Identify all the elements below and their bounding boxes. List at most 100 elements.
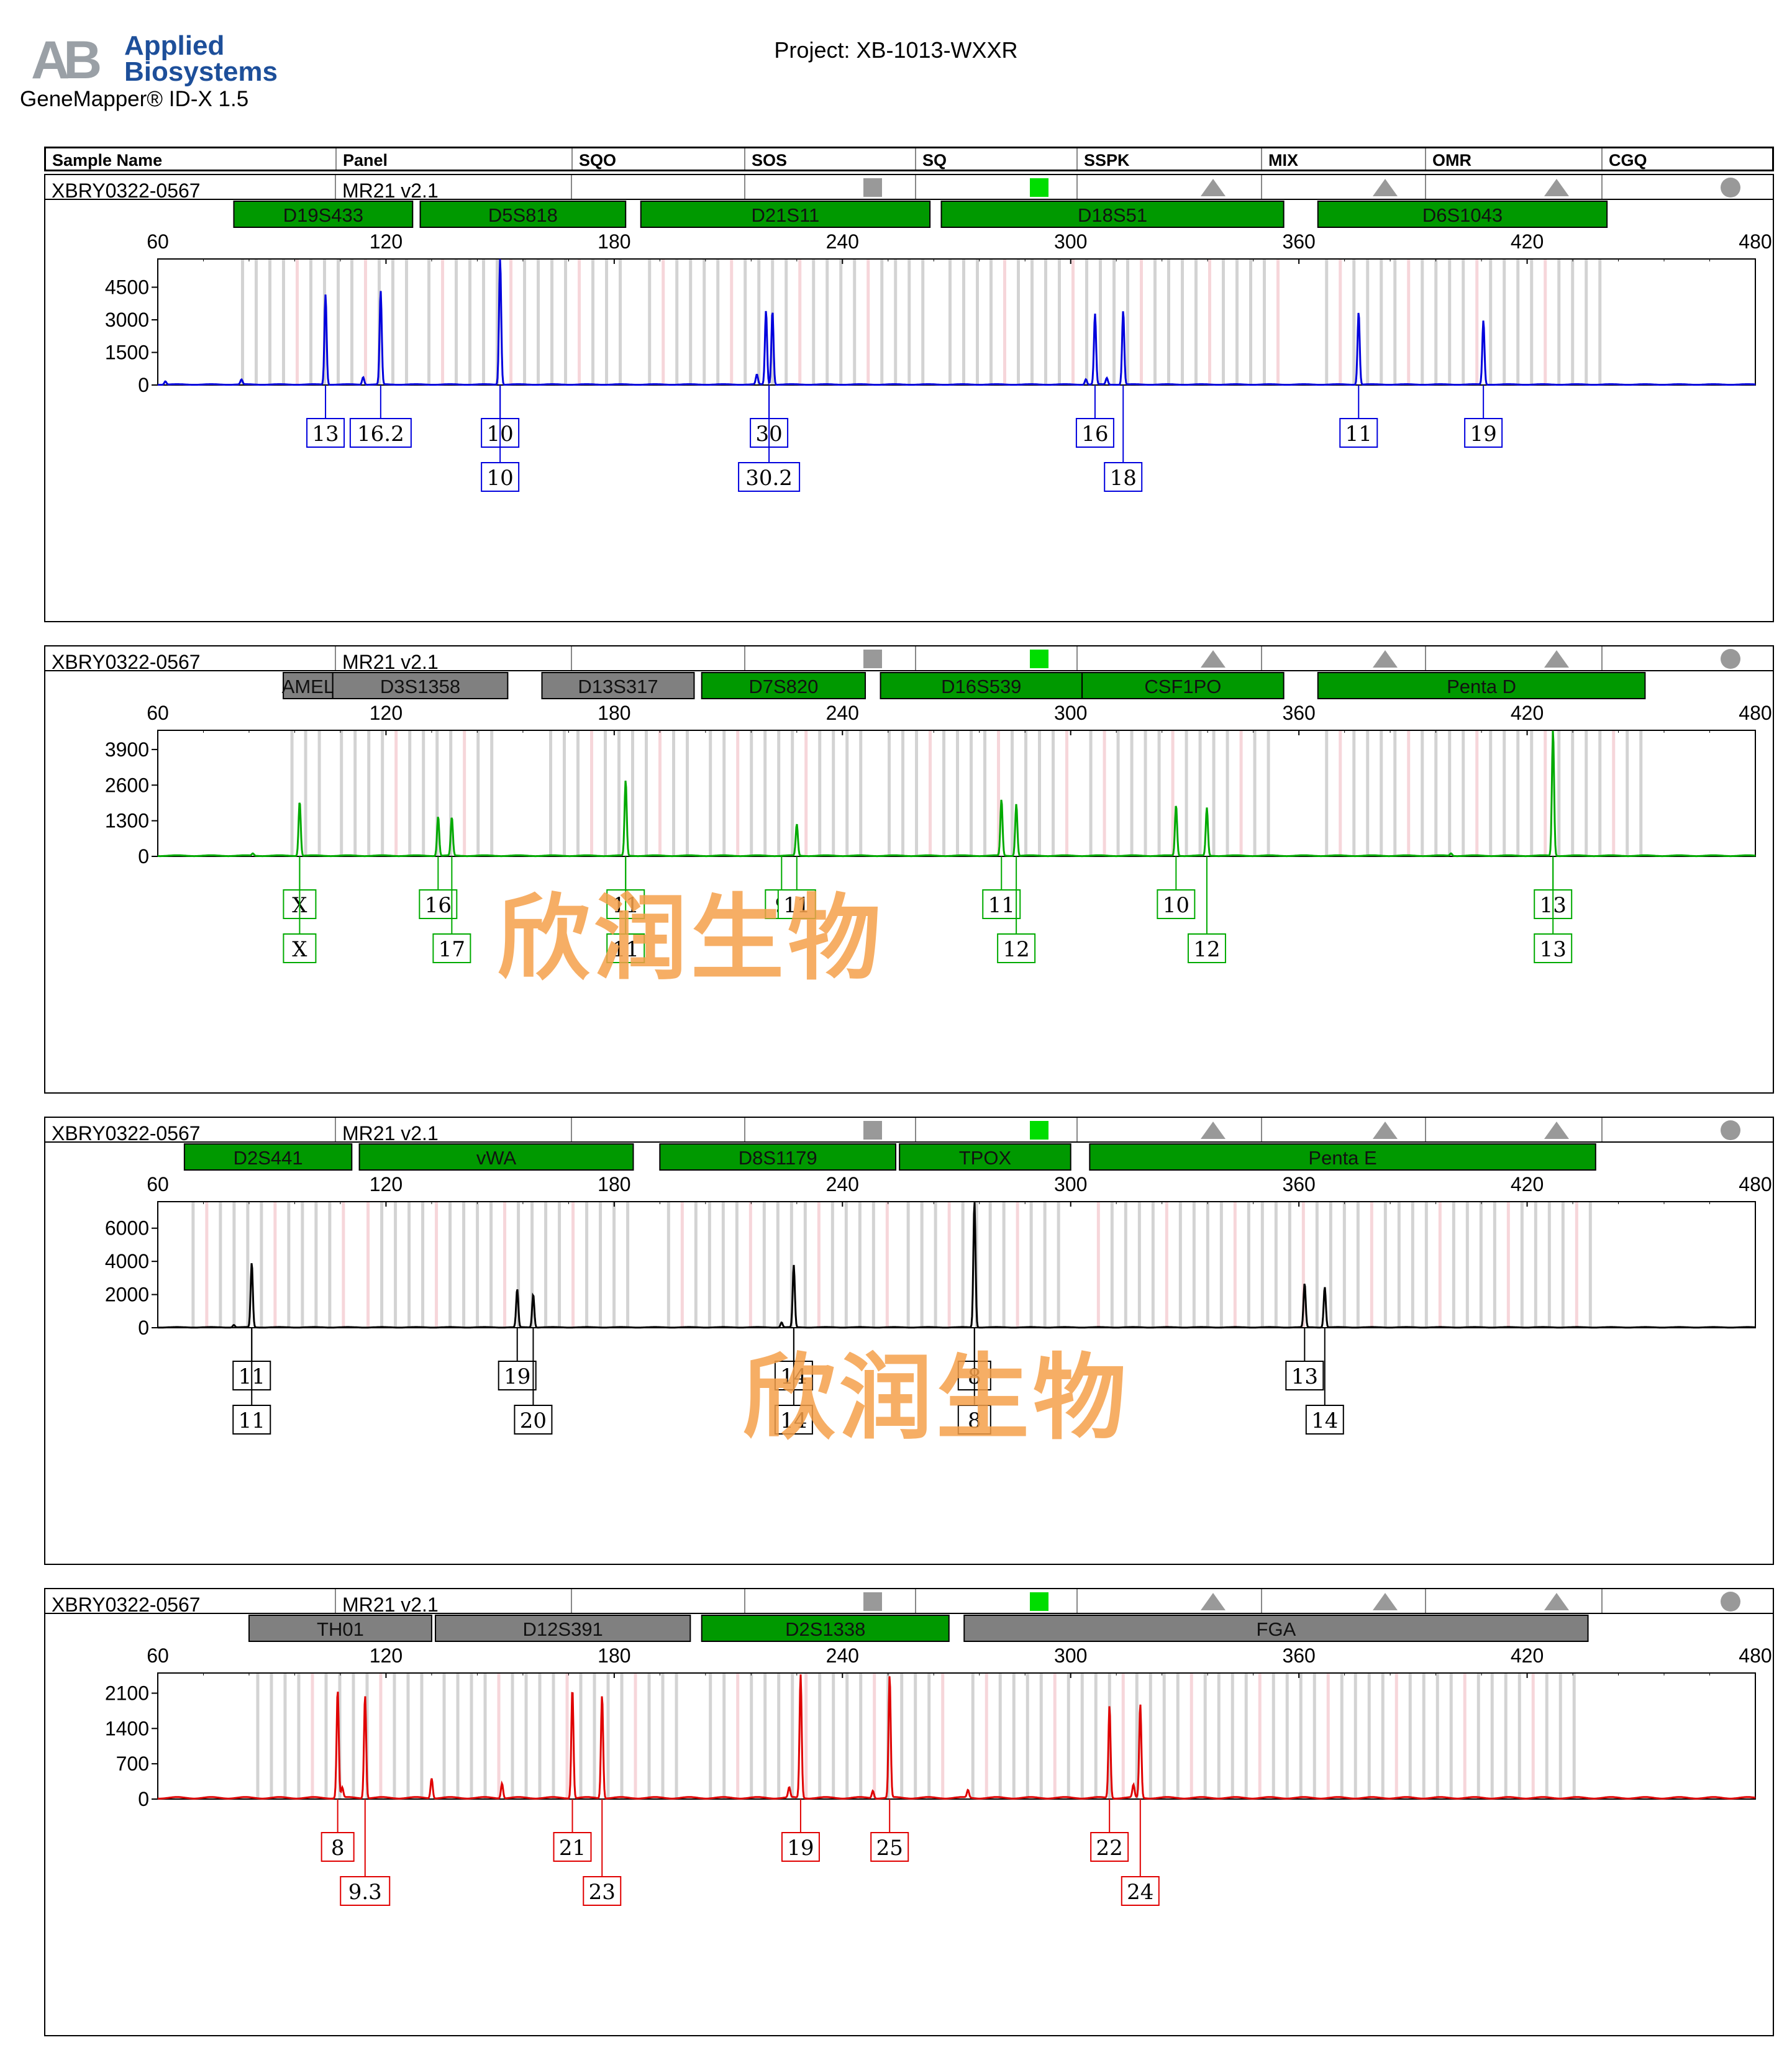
marker-d5s818[interactable]: D5S818 xyxy=(419,201,627,228)
marker-csf1po[interactable]: CSF1PO xyxy=(1081,672,1285,699)
allele-call[interactable]: 11 xyxy=(606,856,645,963)
col-sq: SQ xyxy=(915,148,1076,170)
allele-call[interactable]: 11 xyxy=(232,1328,271,1435)
marker-penta-e[interactable]: Penta E xyxy=(1089,1143,1596,1171)
x-tick-label: 360 xyxy=(1282,702,1315,724)
marker-d18s51[interactable]: D18S51 xyxy=(940,201,1285,228)
x-tick-label: 180 xyxy=(598,1173,630,1195)
allele-call[interactable]: 24 xyxy=(1121,1799,1160,1906)
sample-row[interactable]: XBRY0322-0567 MR21 v2.1 xyxy=(45,1118,1773,1145)
allele-call[interactable]: 11 xyxy=(1339,385,1378,448)
marker-th01[interactable]: TH01 xyxy=(248,1615,432,1642)
allele-label: 19 xyxy=(504,1364,530,1389)
col-mix: MIX xyxy=(1261,148,1425,170)
allele-call[interactable]: 16.2 xyxy=(349,385,412,448)
marker-fga[interactable]: FGA xyxy=(963,1615,1589,1642)
col-sspk: SSPK xyxy=(1076,148,1261,170)
marker-d6s1043[interactable]: D6S1043 xyxy=(1317,201,1608,228)
sample-row[interactable]: XBRY0322-0567 MR21 v2.1 xyxy=(45,646,1773,673)
marker-d2s1338[interactable]: D2S1338 xyxy=(701,1615,950,1642)
allele-call[interactable]: 9.3 xyxy=(340,1799,391,1906)
allele-label: X xyxy=(292,937,307,962)
panel-yellow: XBRY0322-0567 MR21 v2.1 D2S441 vWA D8S1179… xyxy=(44,1117,1774,1565)
mix-triangle-icon xyxy=(1373,1122,1398,1139)
allele-label: 25 xyxy=(876,1836,903,1861)
allele-call[interactable]: 19 xyxy=(498,1328,537,1390)
allele-call[interactable]: 17 xyxy=(432,856,471,963)
col-sample-name: Sample Name xyxy=(52,151,163,170)
electropherogram-yellow[interactable]: D2S441 vWA D8S1179 TPOX Penta E 60 120 180 240 30… xyxy=(45,1143,1773,1565)
sample-name: XBRY0322-0567 xyxy=(52,651,201,673)
allelic-bins xyxy=(888,730,1069,856)
allele-call[interactable]: 19 xyxy=(781,1799,820,1862)
allele-call[interactable]: 8 xyxy=(957,1328,991,1435)
marker-d21s11[interactable]: D21S11 xyxy=(640,201,931,228)
marker-tpox[interactable]: TPOX xyxy=(899,1143,1071,1171)
marker-label: D13S317 xyxy=(578,676,658,697)
marker-label: D16S539 xyxy=(941,676,1021,697)
allele-call[interactable]: 21 xyxy=(553,1799,592,1862)
allele-call[interactable]: 30.2 xyxy=(738,385,801,492)
sq-square-icon xyxy=(1030,1592,1048,1611)
allele-call[interactable]: 14 xyxy=(774,1328,813,1435)
allele-call[interactable]: 10 xyxy=(1157,856,1196,919)
sample-row[interactable]: XBRY0322-0567 MR21 v2.1 xyxy=(45,175,1773,202)
allele-call[interactable]: 13 xyxy=(1534,856,1573,963)
x-tick-label: 300 xyxy=(1054,1644,1087,1667)
allele-call[interactable]: 14 xyxy=(1305,1328,1344,1435)
mix-triangle-icon xyxy=(1373,650,1398,668)
y-tick-label: 2600 xyxy=(105,774,149,796)
y-tick-label: 1400 xyxy=(105,1717,149,1739)
plot-frame xyxy=(157,1672,1756,1800)
allele-call[interactable]: 12 xyxy=(1187,856,1226,963)
x-tick-label: 480 xyxy=(1739,702,1772,724)
marker-amel[interactable]: AMEL xyxy=(282,672,334,699)
marker-d2s441[interactable]: D2S441 xyxy=(183,1143,353,1171)
allelic-bins xyxy=(1089,730,1270,856)
watermark-2: 欣润生物 xyxy=(742,1343,1130,1453)
allele-call[interactable]: 19 xyxy=(1464,385,1503,448)
electropherogram-green[interactable]: AMEL D3S1358 D13S317 D7S820 D16S539 CSF1PO Pen… xyxy=(45,671,1773,1094)
x-tick-label: 180 xyxy=(598,230,630,253)
quality-flags xyxy=(571,1589,1773,1613)
allele-call[interactable]: 18 xyxy=(1104,385,1143,492)
y-tick-label: 3000 xyxy=(105,309,149,331)
allele-call[interactable]: 20 xyxy=(514,1328,553,1435)
marker-d19s433[interactable]: D19S433 xyxy=(233,201,414,228)
applied-biosystems-logo: AB Applied Biosystems xyxy=(31,30,278,90)
marker-d12s391[interactable]: D12S391 xyxy=(435,1615,691,1642)
marker-d13s317[interactable]: D13S317 xyxy=(541,672,695,699)
allele-call[interactable]: 22 xyxy=(1090,1799,1129,1862)
allele-call[interactable]: 10 xyxy=(481,385,520,492)
allele-call[interactable]: 16 xyxy=(1075,385,1114,448)
allele-call[interactable]: 13 xyxy=(306,385,345,448)
sample-name: XBRY0322-0567 xyxy=(52,1122,201,1145)
marker-label: Penta E xyxy=(1308,1147,1376,1169)
sample-row[interactable]: XBRY0322-0567 MR21 v2.1 xyxy=(45,1589,1773,1616)
allele-call[interactable]: 12 xyxy=(997,856,1036,963)
allele-call[interactable]: 13 xyxy=(1285,1328,1324,1390)
marker-d8s1179[interactable]: D8S1179 xyxy=(659,1143,897,1171)
allele-call[interactable]: 16 xyxy=(419,856,458,919)
sos-square-icon xyxy=(863,1121,882,1140)
allele-call[interactable]: 25 xyxy=(870,1799,909,1862)
allele-call[interactable]: 11 xyxy=(982,856,1021,919)
y-tick-label: 700 xyxy=(116,1753,149,1775)
trace-yellow xyxy=(158,1202,1756,1329)
y-tick-label: 0 xyxy=(138,1317,149,1339)
allelic-bins xyxy=(191,1202,345,1328)
allele-call[interactable]: 23 xyxy=(583,1799,622,1906)
allele-label: 14 xyxy=(780,1408,807,1433)
marker-d7s820[interactable]: D7S820 xyxy=(701,672,866,699)
marker-penta-d[interactable]: Penta D xyxy=(1317,672,1646,699)
allele-call[interactable]: 11 xyxy=(777,856,816,919)
marker-d16s539[interactable]: D16S539 xyxy=(880,672,1083,699)
allele-call[interactable]: X xyxy=(283,856,317,963)
marker-label: Penta D xyxy=(1447,676,1516,697)
marker-d3s1358[interactable]: D3S1358 xyxy=(332,672,509,699)
marker-vwa[interactable]: vWA xyxy=(358,1143,634,1171)
sspk-triangle-icon xyxy=(1201,1122,1226,1139)
allele-call[interactable]: 8 xyxy=(321,1799,355,1862)
